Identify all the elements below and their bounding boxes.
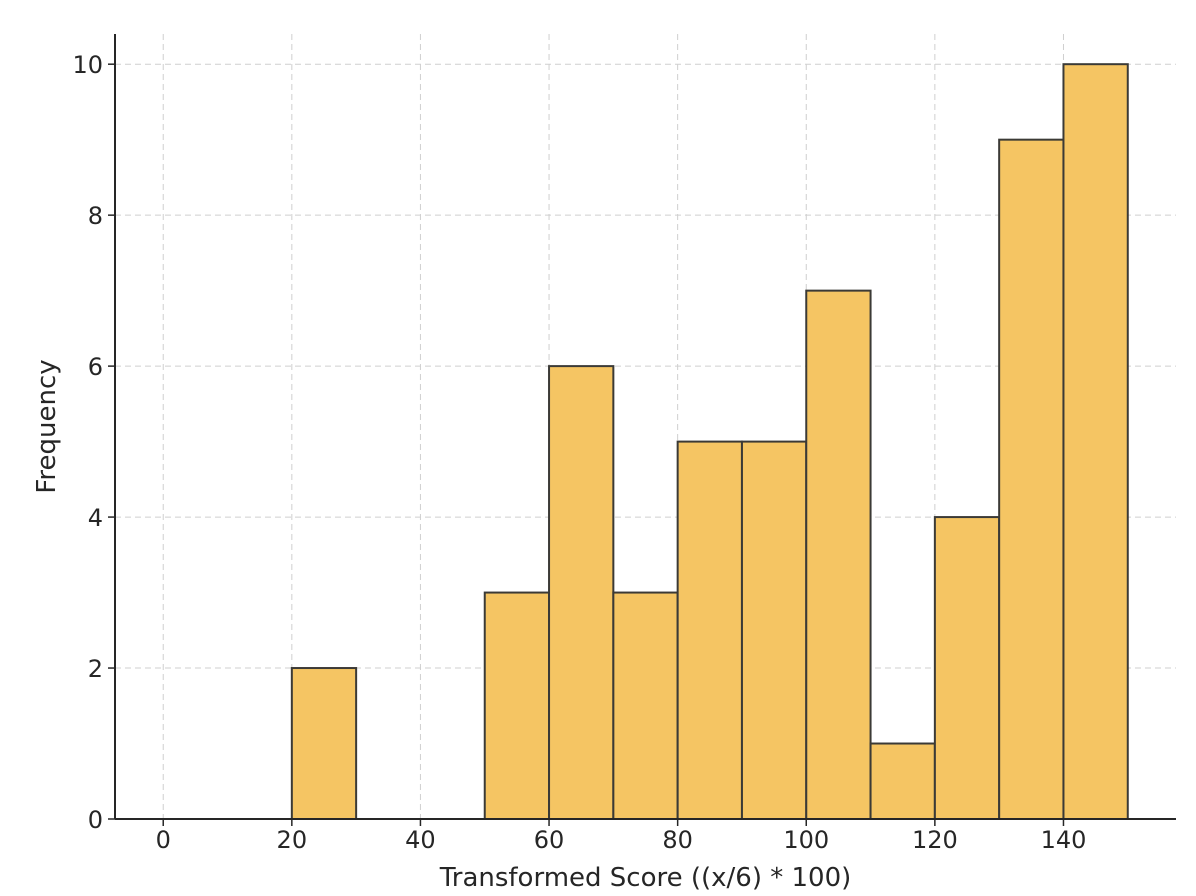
histogram-bar	[1062, 63, 1129, 820]
x-tick-label: 20	[277, 826, 308, 854]
y-tick-label: 10	[72, 51, 103, 79]
x-axis-label: Transformed Score ((x/6) * 100)	[439, 863, 852, 893]
x-tick-label: 120	[912, 826, 958, 854]
histogram-bar	[548, 365, 615, 820]
y-tick-label: 2	[88, 655, 103, 683]
x-tick-label: 80	[662, 826, 693, 854]
tick-layer: 0 20 40 60 80 100 120 140 0 2 4 6 8 10	[72, 51, 1086, 854]
y-tick-label: 8	[88, 202, 103, 230]
x-tick-label: 60	[534, 826, 565, 854]
x-tick-label: 0	[156, 826, 171, 854]
histogram-bar	[740, 440, 808, 820]
y-axis-label: Frequency	[32, 359, 62, 493]
y-tick-label: 4	[88, 504, 103, 532]
y-tick-label: 0	[88, 806, 103, 834]
histogram-bar	[805, 289, 872, 820]
x-tick-label: 140	[1041, 826, 1087, 854]
x-tick-label: 40	[405, 826, 436, 854]
histogram-bar	[612, 591, 679, 820]
histogram-bar	[676, 440, 743, 820]
histogram-bar	[933, 516, 1001, 820]
bar-layer	[290, 63, 1129, 820]
histogram-bar	[483, 591, 551, 820]
y-tick-label: 6	[88, 353, 103, 381]
histogram-bar	[998, 138, 1065, 820]
histogram-bar	[290, 667, 358, 820]
x-tick-label: 100	[783, 826, 829, 854]
histogram-bar	[869, 742, 936, 820]
